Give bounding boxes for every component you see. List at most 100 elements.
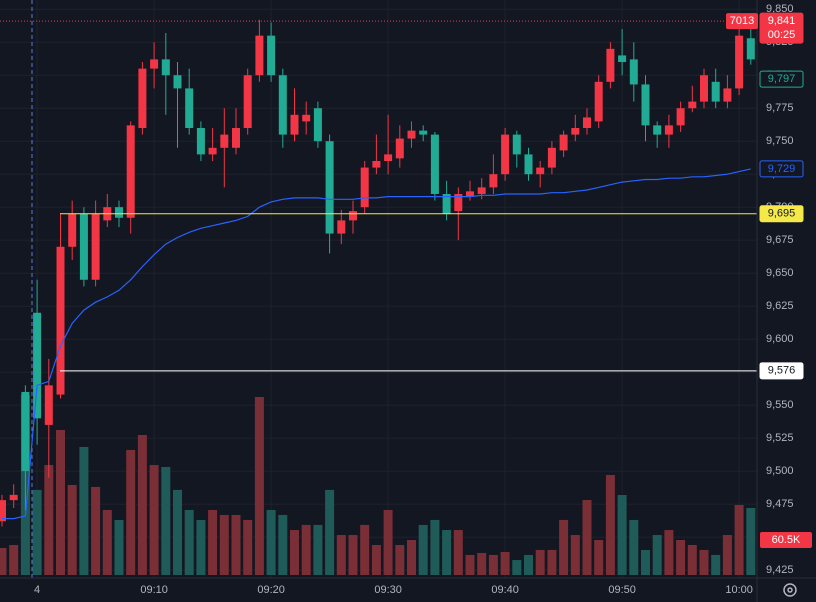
candle-body — [68, 213, 77, 247]
settings-icon[interactable] — [783, 583, 797, 597]
candle-body — [676, 108, 685, 126]
y-tick-label: 9,650 — [766, 267, 794, 279]
volume-bar — [477, 552, 487, 575]
candle-body — [196, 128, 205, 155]
price-label-box — [759, 12, 804, 44]
volume-label-box — [760, 531, 812, 548]
volume-bar — [219, 514, 229, 575]
volume-bar — [196, 519, 206, 575]
candle-body — [536, 167, 545, 175]
volume-bar — [44, 465, 54, 575]
volume-bar — [641, 549, 650, 575]
candle-body — [641, 84, 650, 126]
candle-body — [735, 35, 744, 89]
candle-body — [150, 59, 159, 69]
volume-bar — [266, 509, 276, 575]
volume-bar — [32, 489, 42, 575]
volume-bar — [184, 509, 194, 575]
candle-body — [360, 167, 369, 208]
candle-body — [325, 141, 334, 234]
candle-body — [407, 130, 416, 139]
volume-bar — [559, 519, 569, 575]
y-tick-label: 9,850 — [766, 3, 794, 15]
volume-bar — [547, 549, 557, 575]
gear[interactable] — [783, 583, 797, 597]
gear-center[interactable] — [787, 587, 793, 593]
volume-bar — [243, 519, 253, 575]
candle-body — [56, 246, 65, 395]
x-tick-label: 09:50 — [608, 584, 636, 596]
countdown: 00:25 — [768, 29, 796, 41]
x-tick-label: 09:20 — [257, 584, 285, 596]
candle-body — [21, 391, 30, 472]
candle-body — [653, 125, 662, 135]
volume-bar — [79, 446, 89, 575]
volume-bar — [512, 560, 522, 575]
y-tick-label: 9,500 — [766, 465, 794, 477]
y-tick-label: 9,750 — [766, 135, 794, 147]
candle-body — [723, 88, 732, 102]
volume-bar — [722, 535, 732, 575]
volume-bar — [582, 500, 592, 575]
candle-body — [255, 35, 264, 76]
candle-body — [126, 125, 135, 218]
candle-body — [746, 38, 755, 60]
volume-bar — [617, 495, 627, 575]
candle-body — [594, 81, 603, 122]
candle-body — [466, 191, 474, 197]
candle-body — [91, 213, 100, 280]
volume-bar — [605, 474, 615, 575]
volume-bar — [430, 519, 440, 575]
volume-bar — [0, 547, 7, 575]
volume-bar — [313, 524, 323, 575]
price-label: 9,576 — [768, 365, 796, 377]
candle-body — [232, 128, 240, 148]
x-tick-label: 09:40 — [491, 584, 519, 596]
volume-bar — [453, 530, 463, 575]
volume-bar — [629, 519, 639, 575]
candle-body — [430, 134, 439, 194]
candle-body — [33, 312, 42, 419]
candle-body — [243, 75, 252, 129]
candle-body — [606, 48, 615, 82]
volume-bar — [102, 509, 112, 575]
candle-body — [664, 125, 673, 135]
volume-bar — [395, 544, 405, 575]
volume-bar — [149, 465, 159, 575]
candle-body — [571, 128, 580, 135]
candle-body — [477, 187, 486, 194]
volume-bar — [535, 549, 545, 575]
candle-body — [220, 134, 229, 148]
candle-body — [290, 114, 299, 135]
candle-body — [173, 75, 182, 89]
y-tick-label: 9,525 — [766, 432, 794, 444]
symbol-box — [726, 13, 758, 30]
candle-body — [115, 207, 123, 218]
price-label: 9,797 — [768, 73, 796, 85]
candle-body — [302, 114, 311, 122]
candle-body — [442, 193, 451, 214]
x-tick-label: 10:00 — [725, 584, 753, 596]
volume-bar — [711, 554, 721, 575]
candle-body — [161, 59, 170, 76]
volume-bar — [407, 539, 416, 575]
candle-body — [278, 75, 287, 135]
y-tick-label: 9,625 — [766, 300, 794, 312]
volume-bar — [67, 484, 77, 575]
volume-bar — [594, 539, 604, 575]
candle-body — [688, 101, 697, 109]
price-lines — [0, 20, 757, 372]
price-label: 9,695 — [768, 208, 796, 220]
y-tick-label: 9,425 — [766, 564, 794, 576]
volume-bar — [161, 467, 171, 575]
candle-body — [700, 75, 708, 102]
candle-body — [583, 117, 591, 129]
volume-bar — [442, 530, 452, 575]
y-tick-label: 9,550 — [766, 399, 794, 411]
volume-bar — [208, 509, 218, 575]
volume-bar — [348, 535, 358, 575]
candle-body — [384, 154, 393, 161]
candle-body — [337, 220, 346, 234]
volume-bar — [699, 549, 709, 575]
